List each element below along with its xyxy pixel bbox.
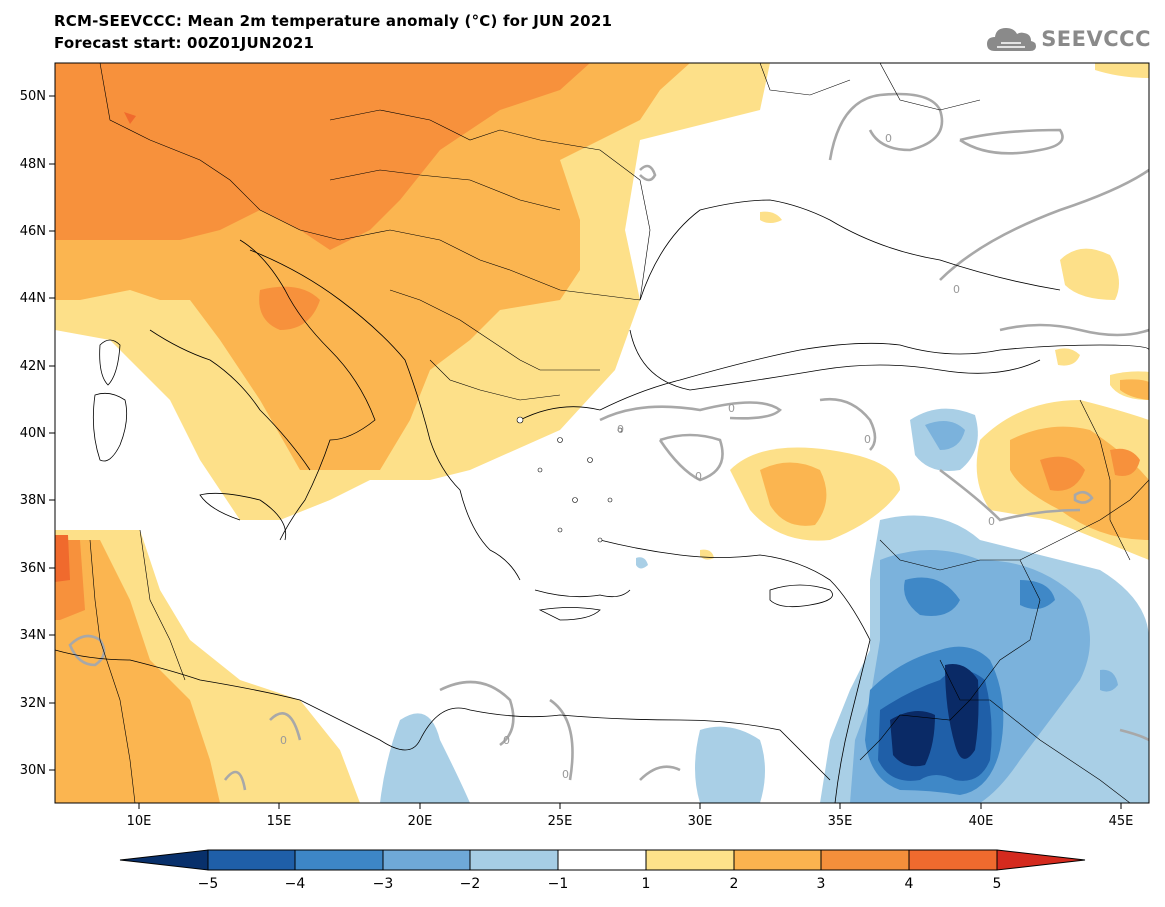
lat-label: 30N <box>20 763 46 778</box>
lon-label: 45E <box>1109 814 1134 829</box>
colorbar-label: −3 <box>373 876 394 892</box>
cloud-icon <box>987 28 1037 51</box>
lat-label: 50N <box>20 89 46 104</box>
contour-label: 0 <box>695 470 702 483</box>
colorbar-arrow-low <box>119 849 209 871</box>
contour-label: 0 <box>864 433 871 446</box>
forecast-start-subtitle: Forecast start: 00Z01JUN2021 <box>54 34 315 52</box>
seevccc-logo: SEEVCCC <box>985 22 1151 56</box>
lon-label: 15E <box>267 814 292 829</box>
map-plot-area: 0 0 0 0 0 0 0 0 0 0 <box>55 63 1149 803</box>
longitude-labels: 10E 15E 20E 25E 30E 35E 40E 45E <box>127 814 1134 829</box>
lon-label: 30E <box>688 814 713 829</box>
lat-label: 46N <box>20 224 46 239</box>
colorbar-arrow-high <box>996 849 1086 871</box>
colorbar <box>119 849 1086 871</box>
colorbar-segment <box>294 849 384 871</box>
country-borders <box>89 63 1149 803</box>
contour-label: 0 <box>562 768 569 781</box>
lat-label: 40N <box>20 426 46 441</box>
contour-label: 0 <box>728 402 735 415</box>
lat-label: 38N <box>20 493 46 508</box>
longitude-axis <box>138 803 1122 809</box>
coastlines <box>55 199 1149 803</box>
contour-label: 0 <box>617 423 624 436</box>
colorbar-segment <box>557 849 647 871</box>
colorbar-label: −5 <box>198 876 219 892</box>
anomaly-plus4-fill <box>55 112 136 582</box>
latitude-labels: 50N 48N 46N 44N 42N 40N 38N 36N 34N 32N … <box>20 89 46 778</box>
lon-label: 40E <box>969 814 994 829</box>
colorbar-label: 3 <box>817 876 826 892</box>
lat-label: 48N <box>20 157 46 172</box>
colorbar-label: 2 <box>730 876 739 892</box>
colorbar-segment <box>469 849 559 871</box>
colorbar-label: 1 <box>642 876 651 892</box>
contour-label: 0 <box>503 734 510 747</box>
colorbar-label: −4 <box>285 876 306 892</box>
lon-label: 35E <box>828 814 853 829</box>
colorbar-label: −1 <box>548 876 569 892</box>
colorbar-segment <box>382 849 471 871</box>
latitude-axis <box>49 95 55 771</box>
map-title: RCM-SEEVCCC: Mean 2m temperature anomaly… <box>54 12 613 30</box>
lat-label: 34N <box>20 628 46 643</box>
colorbar-segment <box>733 849 822 871</box>
logo-text: SEEVCCC <box>1041 27 1151 51</box>
colorbar-label: 4 <box>905 876 914 892</box>
contour-label: 0 <box>280 734 287 747</box>
contour-label: 0 <box>953 283 960 296</box>
lon-label: 10E <box>127 814 152 829</box>
islands <box>516 416 623 543</box>
colorbar-segment <box>820 849 910 871</box>
lat-label: 42N <box>20 359 46 374</box>
contour-label: 0 <box>988 515 995 528</box>
lat-label: 32N <box>20 696 46 711</box>
lat-label: 36N <box>20 561 46 576</box>
lat-label: 44N <box>20 291 46 306</box>
colorbar-segment <box>645 849 735 871</box>
contour-label: 0 <box>885 132 892 145</box>
lon-label: 25E <box>548 814 573 829</box>
contour-labels: 0 0 0 0 0 0 0 0 0 0 <box>280 132 995 781</box>
lon-label: 20E <box>408 814 433 829</box>
colorbar-labels: −5 −4 −3 −2 −1 1 2 3 4 5 <box>198 876 1002 892</box>
colorbar-label: −2 <box>460 876 481 892</box>
colorbar-segment <box>207 849 296 871</box>
colorbar-label: 5 <box>993 876 1002 892</box>
colorbar-segment <box>908 849 998 871</box>
anomaly-minus5-fill <box>890 664 979 767</box>
